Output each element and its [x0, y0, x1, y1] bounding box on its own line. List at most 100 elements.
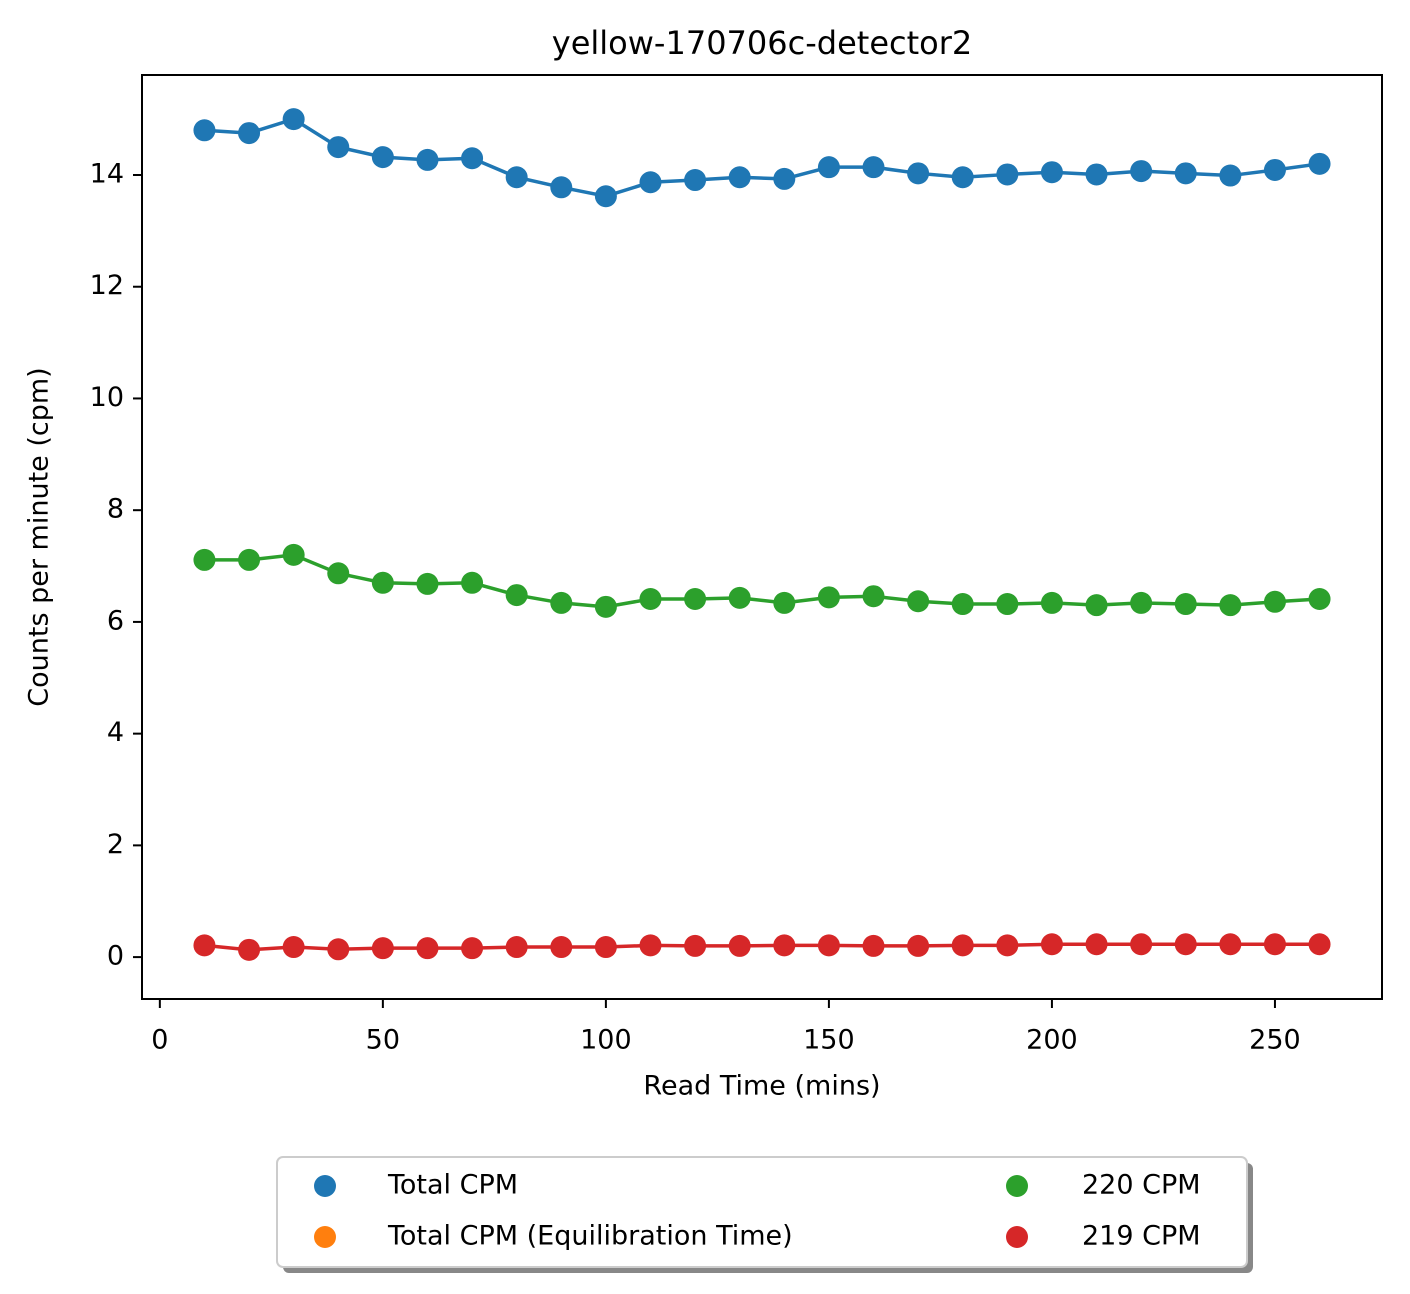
data-point — [996, 593, 1019, 616]
data-point — [728, 934, 751, 957]
data-point — [684, 934, 707, 957]
data-point — [193, 548, 216, 571]
data-point — [1040, 933, 1063, 956]
data-point — [996, 934, 1019, 957]
data-point — [282, 936, 305, 959]
x-tick-label: 200 — [1026, 1025, 1078, 1056]
y-tick-label: 2 — [107, 829, 124, 860]
data-point — [1263, 933, 1286, 956]
data-point — [1130, 160, 1153, 183]
data-point — [461, 937, 484, 960]
data-point — [461, 147, 484, 170]
x-tick-label: 250 — [1249, 1025, 1301, 1056]
data-point — [1308, 152, 1331, 175]
data-point — [594, 185, 617, 208]
data-point — [951, 166, 974, 189]
legend-label: Total CPM (Equilibration Time) — [387, 1221, 793, 1252]
data-point — [996, 163, 1019, 186]
data-point — [1174, 933, 1197, 956]
data-point — [327, 938, 350, 961]
series-line — [204, 553, 1320, 609]
legend-marker — [1006, 1175, 1028, 1197]
x-tick-label: 0 — [151, 1025, 168, 1056]
data-point — [550, 176, 573, 199]
data-point — [862, 934, 885, 957]
data-point — [684, 169, 707, 192]
data-point — [282, 543, 305, 566]
data-point — [1263, 590, 1286, 613]
legend-label: 219 CPM — [1082, 1221, 1201, 1252]
data-point — [1130, 591, 1153, 614]
y-tick-label: 6 — [107, 605, 124, 636]
data-point — [862, 156, 885, 179]
y-axis-label: Counts per minute (cpm) — [24, 367, 55, 706]
legend-box — [276, 1156, 1248, 1268]
data-point — [1174, 162, 1197, 185]
data-point — [951, 593, 974, 616]
data-point — [238, 548, 261, 571]
legend-label: 220 CPM — [1082, 1170, 1201, 1201]
plot-frame — [141, 74, 1383, 1000]
data-point — [773, 167, 796, 190]
data-point — [639, 934, 662, 957]
data-point — [907, 934, 930, 957]
data-point — [371, 937, 394, 960]
data-point — [416, 148, 439, 171]
data-point — [1263, 158, 1286, 181]
data-point — [594, 595, 617, 618]
data-point — [461, 571, 484, 594]
data-point — [1040, 591, 1063, 614]
legend-marker — [314, 1226, 336, 1248]
data-point — [193, 934, 216, 957]
data-point — [1040, 161, 1063, 184]
data-point — [327, 136, 350, 159]
x-tick-label: 100 — [580, 1025, 632, 1056]
legend-label: Total CPM — [387, 1170, 518, 1201]
data-point — [907, 162, 930, 185]
x-tick-label: 150 — [803, 1025, 855, 1056]
y-tick-label: 0 — [107, 941, 124, 972]
chart-title: yellow-170706c-detector2 — [552, 24, 972, 62]
data-point — [639, 171, 662, 194]
data-point — [639, 588, 662, 611]
x-axis-label: Read Time (mins) — [643, 1071, 880, 1102]
data-point — [907, 590, 930, 613]
data-point — [1085, 163, 1108, 186]
data-point — [193, 119, 216, 142]
data-point — [817, 934, 840, 957]
data-point — [282, 108, 305, 131]
data-point — [416, 572, 439, 595]
y-tick-label: 14 — [90, 158, 124, 189]
data-point — [416, 937, 439, 960]
data-point — [1219, 164, 1242, 187]
data-point — [1085, 594, 1108, 617]
data-point — [371, 146, 394, 169]
data-point — [728, 586, 751, 609]
data-point — [1085, 933, 1108, 956]
data-point — [817, 586, 840, 609]
data-point — [728, 166, 751, 189]
data-point — [550, 591, 573, 614]
data-point — [1174, 593, 1197, 616]
y-tick-label: 10 — [90, 382, 124, 413]
data-point — [550, 936, 573, 959]
data-point — [505, 936, 528, 959]
x-tick-label: 50 — [366, 1025, 400, 1056]
y-tick-label: 12 — [90, 270, 124, 301]
data-point — [1219, 594, 1242, 617]
data-point — [1308, 933, 1331, 956]
data-point — [371, 571, 394, 594]
data-point — [505, 166, 528, 189]
data-point — [327, 562, 350, 585]
data-point — [1219, 933, 1242, 956]
data-point — [1130, 933, 1153, 956]
data-point — [238, 122, 261, 145]
data-point — [773, 934, 796, 957]
data-point — [594, 936, 617, 959]
data-point — [684, 588, 707, 611]
legend-marker — [314, 1175, 336, 1197]
series-line — [204, 942, 1320, 952]
data-point — [862, 585, 885, 608]
data-point — [773, 591, 796, 614]
